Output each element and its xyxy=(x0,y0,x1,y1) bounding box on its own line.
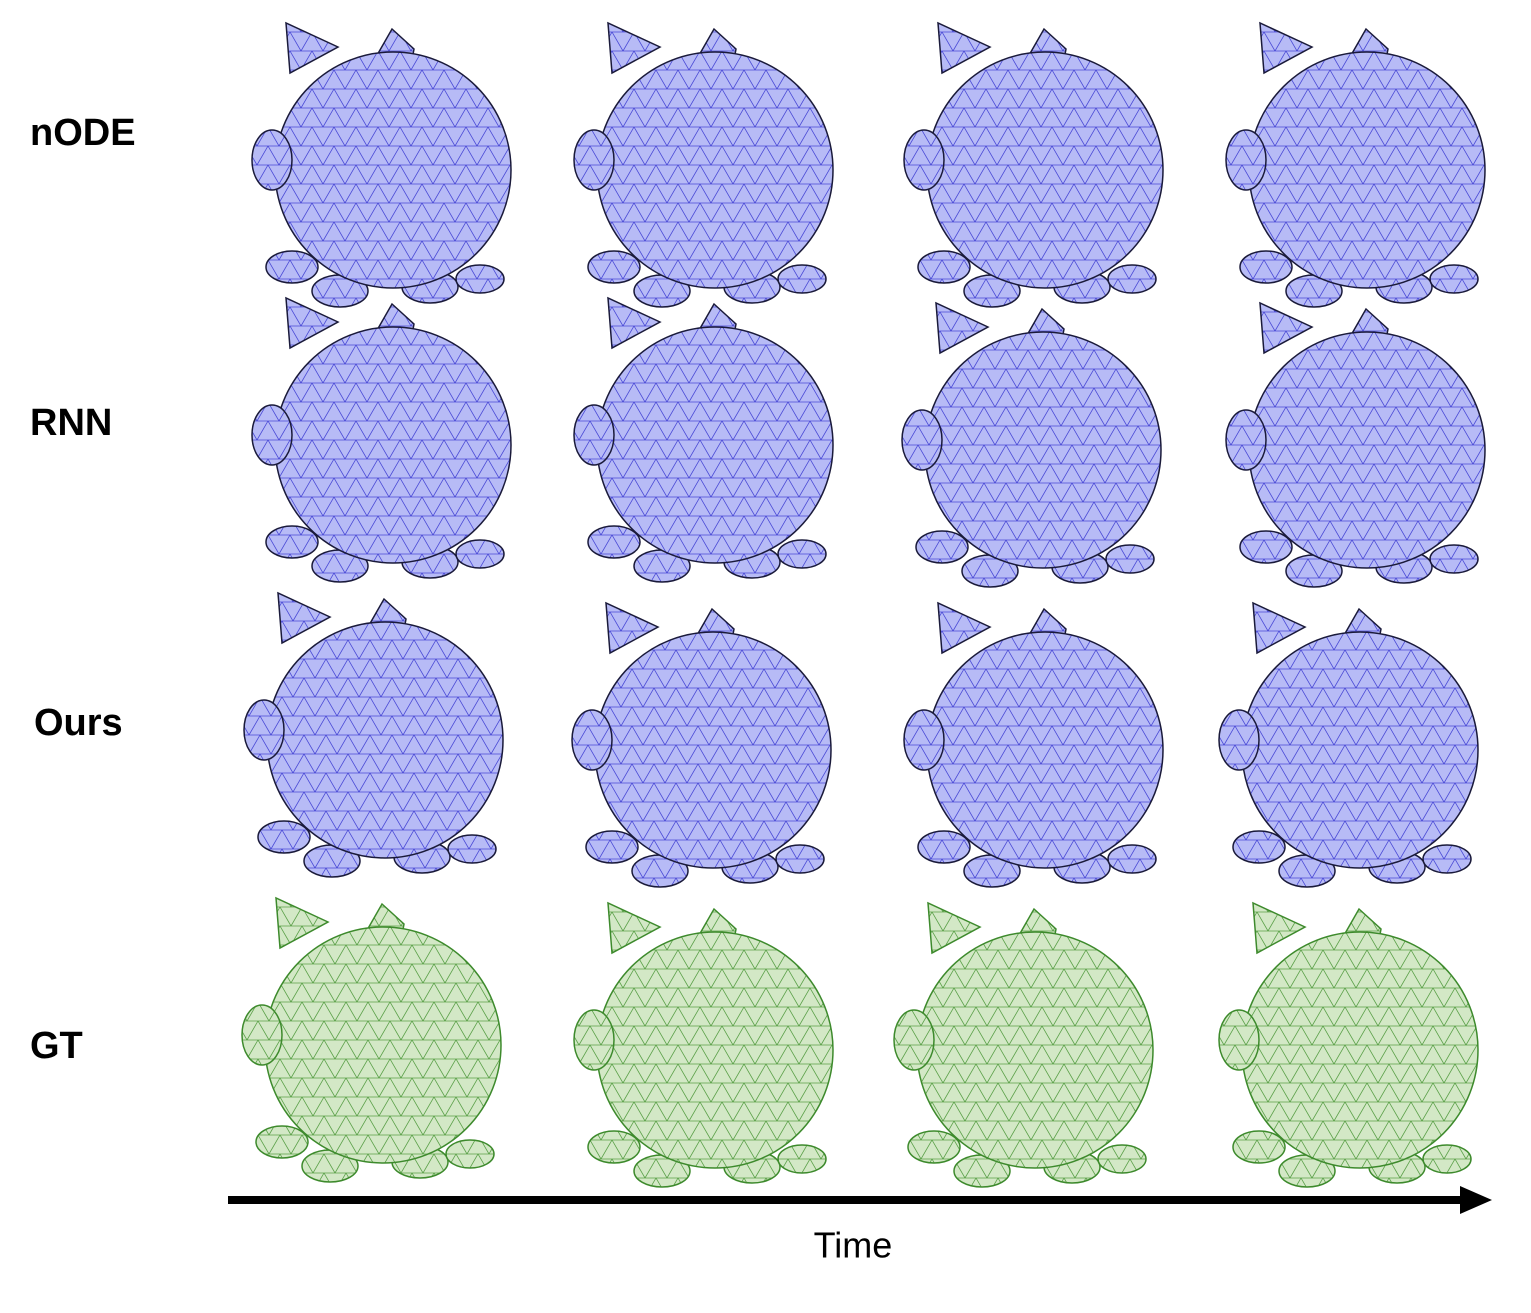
mesh xyxy=(1219,903,1478,1187)
mesh xyxy=(1226,23,1485,307)
mesh xyxy=(904,603,1163,887)
row-label: nODE xyxy=(30,112,136,154)
arrow-head xyxy=(1460,1186,1492,1214)
row-label: RNN xyxy=(30,402,112,444)
mesh xyxy=(1219,603,1478,887)
mesh xyxy=(244,593,503,877)
time-label: Time xyxy=(814,1225,893,1266)
mesh xyxy=(252,23,511,307)
row-label: GT xyxy=(30,1025,83,1067)
mesh xyxy=(252,298,511,582)
mesh xyxy=(574,903,833,1187)
mesh xyxy=(572,603,831,887)
mesh xyxy=(242,898,501,1182)
mesh xyxy=(894,903,1153,1187)
mesh xyxy=(1226,303,1485,587)
mesh xyxy=(574,23,833,307)
row-label: Ours xyxy=(34,702,123,744)
mesh xyxy=(904,23,1163,307)
mesh xyxy=(574,298,833,582)
mesh xyxy=(902,303,1161,587)
